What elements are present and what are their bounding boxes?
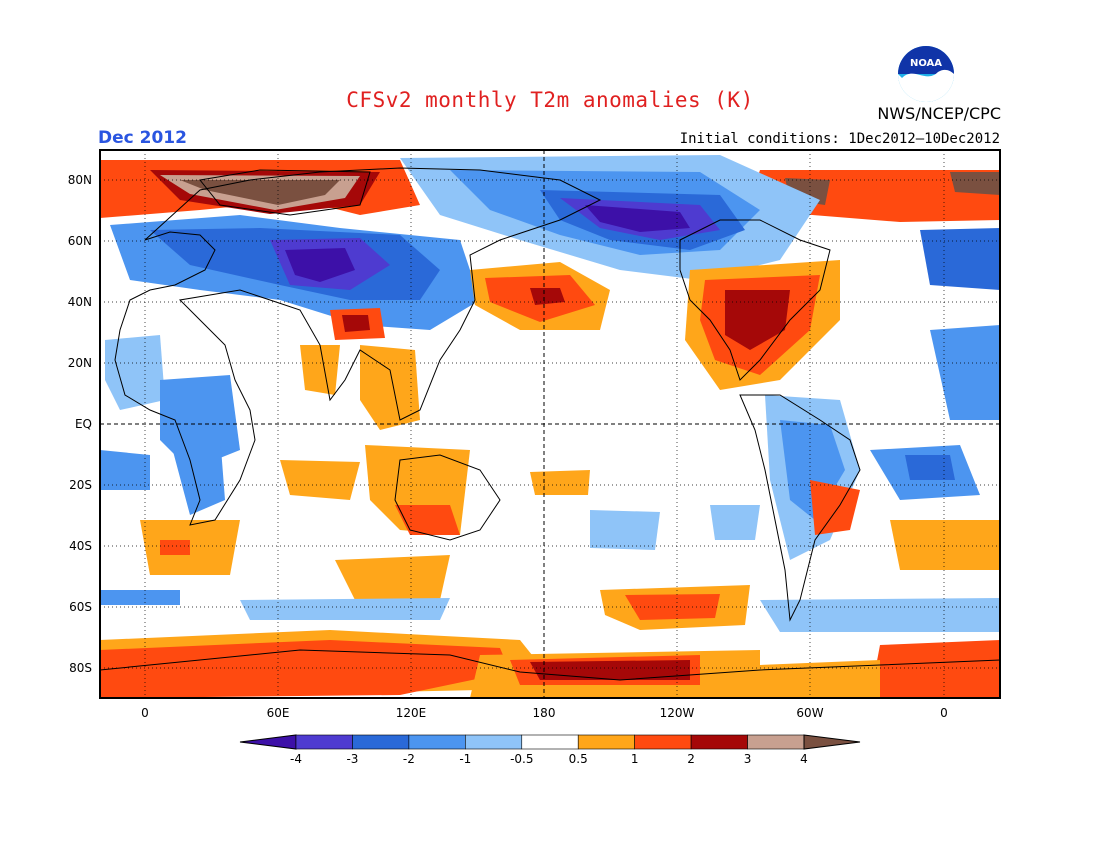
- colorbar-label: -3: [346, 752, 358, 766]
- noaa-logo: NOAA: [898, 46, 954, 102]
- lat-tick: 60S: [69, 600, 92, 614]
- colorbar-swatch: [747, 734, 805, 750]
- lon-tick-labels: 0 60E 120E 180 120W 60W 0: [141, 706, 948, 720]
- colorbar-label: -2: [403, 752, 415, 766]
- lat-lon-grid: [100, 150, 1000, 698]
- lon-tick: 0: [141, 706, 149, 720]
- colorbar-swatch: [577, 734, 635, 750]
- colorbar-label: -1: [459, 752, 471, 766]
- lat-tick: 80N: [68, 173, 92, 187]
- logo-text: NOAA: [910, 58, 942, 69]
- colorbar-label: 1: [631, 752, 639, 766]
- lat-tick: 20S: [69, 478, 92, 492]
- forecast-period: Dec 2012: [98, 128, 187, 148]
- initial-conditions: Initial conditions: 1Dec2012–10Dec2012: [679, 131, 1000, 147]
- colorbar-label: -4: [290, 752, 302, 766]
- colorbar-label: 0.5: [569, 752, 588, 766]
- lon-tick: 0: [940, 706, 948, 720]
- lat-tick: 80S: [69, 661, 92, 675]
- map-frame: [99, 149, 1001, 699]
- coastlines: [100, 167, 1000, 681]
- lon-tick: 120W: [660, 706, 695, 720]
- equator-dateline: [100, 150, 1000, 698]
- colorbar-arrow-high: [803, 734, 861, 750]
- colorbar-label: 4: [800, 752, 808, 766]
- lat-tick: 40S: [69, 539, 92, 553]
- colorbar-arrow-low: [239, 734, 297, 750]
- colorbar-swatch: [408, 734, 466, 750]
- lat-tick: EQ: [75, 417, 92, 431]
- chart-title: CFSv2 monthly T2m anomalies (K): [346, 88, 754, 112]
- lon-tick: 180: [533, 706, 556, 720]
- colorbar-swatch: [352, 734, 410, 750]
- colorbar-label: 2: [687, 752, 695, 766]
- lon-tick: 60E: [267, 706, 290, 720]
- lon-tick: 60W: [796, 706, 823, 720]
- lon-tick: 120E: [396, 706, 427, 720]
- colorbar-label: 3: [744, 752, 752, 766]
- colorbar: -4 -3 -2 -1 -0.5 0.5 1 2 3 4: [239, 734, 861, 766]
- colorbar-swatch: [295, 734, 353, 750]
- colorbar-swatch: [634, 734, 692, 750]
- lat-tick: 60N: [68, 234, 92, 248]
- colorbar-swatch: [521, 734, 579, 750]
- lat-tick: 40N: [68, 295, 92, 309]
- lat-tick: 20N: [68, 356, 92, 370]
- colorbar-swatch: [465, 734, 523, 750]
- colorbar-swatch: [690, 734, 748, 750]
- lat-tick-labels: 80N 60N 40N 20N EQ 20S 40S 60S 80S: [68, 173, 92, 675]
- colorbar-label: -0.5: [510, 752, 533, 766]
- agency-label: NWS/NCEP/CPC: [877, 104, 1001, 123]
